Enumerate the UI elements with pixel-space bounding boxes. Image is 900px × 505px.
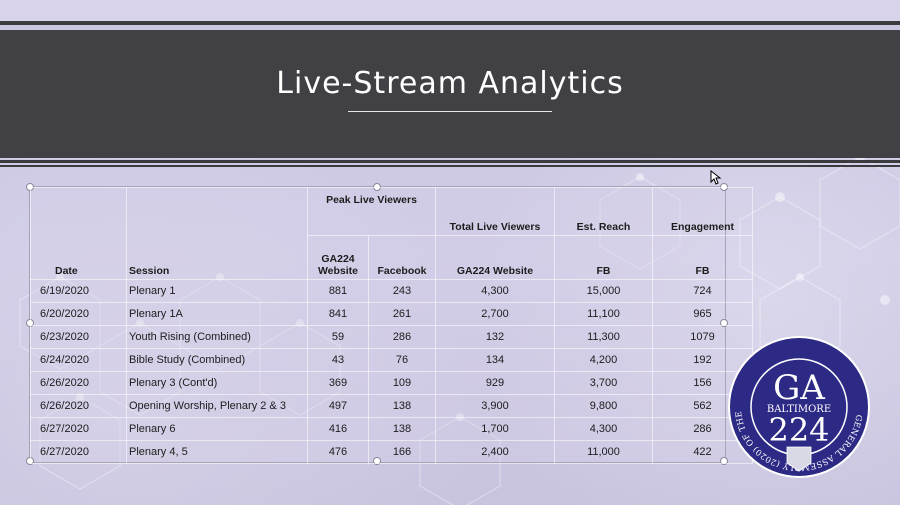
cell-reach: 11,300 [554,325,653,349]
top-rule [0,21,900,25]
header-reach-sub: FB [554,235,653,280]
cell-facebook: 138 [368,394,436,418]
header-est-reach: Est. Reach [554,187,653,236]
seal-number-text: 224 [768,411,829,449]
cell-total: 929 [435,371,555,395]
header-total-sub: GA224 Website [435,235,555,280]
cell-engagement: 965 [652,302,753,326]
cell-total: 132 [435,325,555,349]
header-date: Date [30,187,127,280]
cell-reach: 9,800 [554,394,653,418]
cell-facebook: 286 [368,325,436,349]
bottom-rule-1 [0,160,900,163]
cell-facebook: 76 [368,348,436,372]
cell-date: 6/26/2020 [30,371,127,395]
cell-date: 6/20/2020 [30,302,127,326]
cell-facebook: 138 [368,417,436,441]
cell-reach: 11,100 [554,302,653,326]
header-engagement: Engagement [652,187,753,236]
table-row: 6/19/2020 Plenary 1 881 243 4,300 15,000… [30,279,753,303]
header-engagement-sub: FB [652,235,753,280]
table-header-row-2: GA224 Website Facebook GA224 Website FB … [31,235,753,280]
cell-session: Plenary 4, 5 [126,440,308,464]
cell-session: Plenary 1A [126,302,308,326]
top-strip [0,0,900,22]
cell-session: Youth Rising (Combined) [126,325,308,349]
cell-session: Opening Worship, Plenary 2 & 3 [126,394,308,418]
cell-engagement: 422 [652,440,753,464]
cell-reach: 4,200 [554,348,653,372]
table-row: 6/26/2020 Opening Worship, Plenary 2 & 3… [30,394,753,418]
cell-website: 59 [307,325,369,349]
table-header-row-1: Date Session Peak Live Viewers Total Liv… [30,187,753,280]
title-underline [348,111,552,112]
cell-session: Plenary 6 [126,417,308,441]
cell-date: 6/19/2020 [30,279,127,303]
cell-reach: 4,300 [554,417,653,441]
mouse-cursor-icon [710,170,722,185]
cell-date: 6/26/2020 [30,394,127,418]
cell-total: 2,400 [435,440,555,464]
cell-total: 3,900 [435,394,555,418]
cell-facebook: 109 [368,371,436,395]
table-row: 6/26/2020 Plenary 3 (Cont'd) 369 109 929… [30,371,753,395]
cell-engagement: 724 [652,279,753,303]
seal-ga-text: GA [773,368,825,408]
seal-shield-icon [786,446,812,472]
bottom-rule-2 [0,165,900,167]
cell-reach: 15,000 [554,279,653,303]
cell-reach: 11,000 [554,440,653,464]
cell-website: 369 [307,371,369,395]
cell-website: 476 [307,440,369,464]
cell-session: Plenary 1 [126,279,308,303]
slide-title: Live-Stream Analytics [276,66,624,101]
cell-website: 841 [307,302,369,326]
cell-website: 881 [307,279,369,303]
cell-facebook: 243 [368,279,436,303]
cell-total: 134 [435,348,555,372]
cell-date: 6/27/2020 [30,417,127,441]
cell-date: 6/27/2020 [30,440,127,464]
cell-facebook: 261 [368,302,436,326]
table-row: 6/23/2020 Youth Rising (Combined) 59 286… [30,325,753,349]
cell-website: 416 [307,417,369,441]
table-row: 6/20/2020 Plenary 1A 841 261 2,700 11,10… [30,302,753,326]
cell-total: 1,700 [435,417,555,441]
header-total-live-viewers: Total Live Viewers [435,187,555,236]
table-row: 6/24/2020 Bible Study (Combined) 43 76 1… [30,348,753,372]
table-row: 6/27/2020 Plenary 6 416 138 1,700 4,300 … [30,417,753,441]
cell-total: 4,300 [435,279,555,303]
cell-session: Bible Study (Combined) [126,348,308,372]
header-session: Session [126,187,308,280]
cell-website: 43 [307,348,369,372]
analytics-table[interactable]: Date Session Peak Live Viewers Total Liv… [30,187,753,464]
cell-reach: 3,700 [554,371,653,395]
cell-date: 6/23/2020 [30,325,127,349]
table-row: 6/27/2020 Plenary 4, 5 476 166 2,400 11,… [30,440,753,464]
cell-total: 2,700 [435,302,555,326]
header-ga224-website: GA224 Website [307,235,369,280]
cell-session: Plenary 3 (Cont'd) [126,371,308,395]
header-facebook: Facebook [368,235,436,280]
cell-facebook: 166 [368,440,436,464]
seal-baltimore-text: BALTIMORE [767,404,831,415]
ga224-seal-logo: GENERAL ASSEMBLY (2020) OF THE PRESBYTER… [727,335,870,478]
header-peak-live-viewers: Peak Live Viewers [307,187,436,236]
cell-website: 497 [307,394,369,418]
cell-date: 6/24/2020 [30,348,127,372]
title-bar [0,30,900,158]
